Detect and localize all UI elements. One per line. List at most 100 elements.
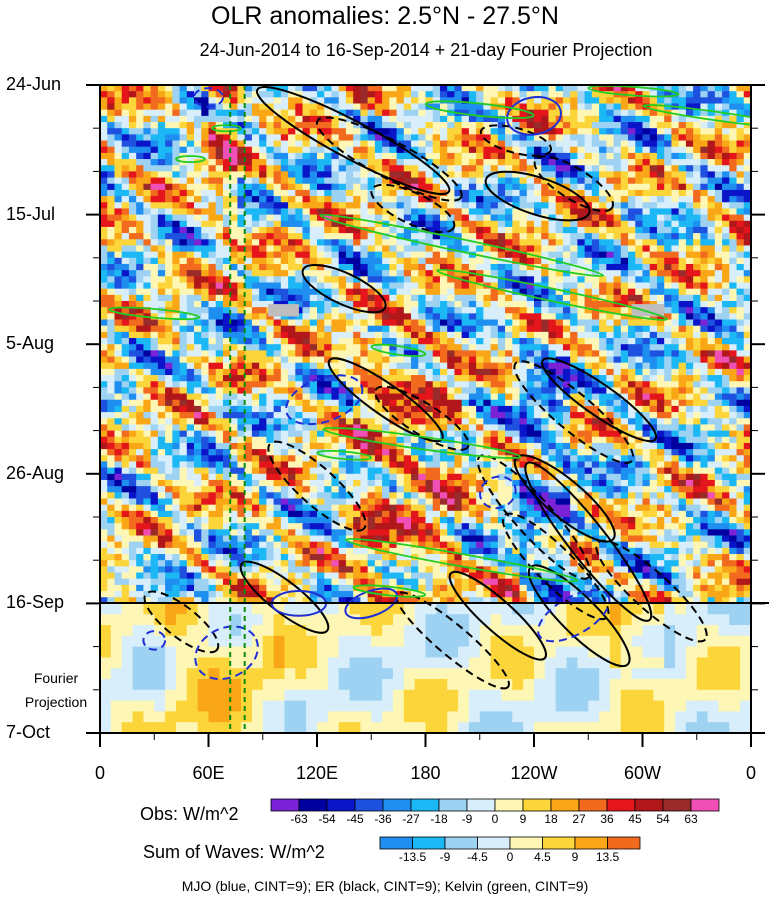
obs-cell	[288, 313, 296, 321]
obs-cell	[266, 91, 275, 98]
obs-cell	[251, 189, 260, 197]
obs-cell	[150, 356, 159, 364]
obs-cell	[244, 387, 253, 395]
obs-cell	[526, 282, 535, 290]
obs-cell	[215, 103, 224, 111]
obs-cell	[143, 319, 152, 327]
obs-cell	[396, 189, 405, 197]
obs-cell	[309, 387, 318, 395]
obs-cell	[693, 356, 701, 364]
obs-cell	[425, 276, 434, 284]
obs-cell	[194, 257, 202, 265]
obs-cell	[215, 208, 224, 216]
obs-cell	[656, 288, 665, 296]
obs-cell	[526, 91, 535, 98]
obs-cell	[136, 85, 144, 92]
obs-cell	[685, 208, 694, 216]
obs-cell	[642, 393, 651, 401]
obs-cell	[548, 331, 557, 339]
obs-cell	[121, 159, 130, 166]
obs-cell	[324, 85, 333, 92]
obs-cell	[693, 233, 701, 240]
obs-cell	[729, 325, 738, 333]
obs-cell	[230, 424, 239, 432]
obs-cell	[403, 226, 412, 234]
obs-cell	[237, 294, 246, 302]
obs-cell	[526, 270, 535, 277]
obs-cell	[620, 103, 629, 111]
obs-cell	[570, 325, 578, 333]
obs-cell	[179, 307, 188, 314]
obs-cell	[215, 97, 224, 105]
obs-cell	[642, 115, 651, 123]
obs-cell	[468, 356, 477, 364]
obs-cell	[201, 226, 210, 234]
obs-cell	[562, 393, 571, 401]
obs-cell	[172, 362, 181, 370]
obs-cell	[541, 122, 550, 129]
obs-cell	[324, 134, 333, 142]
obs-cell	[591, 393, 600, 401]
obs-cell	[215, 399, 224, 407]
obs-cell	[251, 325, 260, 333]
obs-cell	[338, 331, 347, 339]
obs-cell	[577, 331, 586, 339]
obs-cell	[237, 202, 246, 210]
obs-cell	[389, 338, 398, 345]
obs-cell	[396, 338, 405, 345]
obs-cell	[309, 325, 318, 333]
obs-cell	[649, 294, 658, 302]
obs-cell	[425, 202, 434, 210]
obs-cell	[280, 251, 289, 259]
obs-cell	[295, 177, 304, 185]
obs-cell	[389, 313, 398, 321]
obs-cell	[273, 381, 282, 388]
obs-cell	[505, 208, 513, 216]
obs-cell	[345, 233, 354, 240]
obs-cell	[425, 399, 434, 407]
obs-cell	[693, 344, 701, 351]
obs-cell	[577, 288, 586, 296]
obs-cell	[628, 115, 636, 123]
obs-cell	[179, 368, 188, 376]
obs-cell	[259, 122, 267, 129]
obs-cell	[186, 134, 195, 142]
obs-cell	[685, 159, 694, 166]
obs-cell	[613, 134, 622, 142]
obs-cell	[591, 97, 600, 105]
obs-cell	[237, 115, 246, 123]
obs-cell	[143, 257, 152, 265]
obs-cell	[396, 307, 405, 314]
obs-cell	[664, 282, 673, 290]
obs-cell	[295, 405, 304, 413]
obs-cell	[722, 251, 730, 259]
obs-cell	[454, 103, 463, 111]
obs-cell	[121, 128, 130, 135]
obs-cell	[345, 418, 354, 426]
obs-cell	[628, 183, 636, 191]
obs-cell	[172, 288, 181, 296]
obs-cell	[649, 183, 658, 191]
obs-cell	[685, 122, 694, 129]
obs-cell	[476, 301, 484, 308]
obs-cell	[606, 294, 615, 302]
obs-cell	[345, 183, 354, 191]
obs-cell	[324, 165, 333, 172]
obs-cell	[288, 344, 296, 351]
obs-cell	[678, 97, 687, 105]
obs-cell	[685, 115, 694, 123]
obs-cell	[331, 171, 340, 179]
obs-cell	[331, 103, 340, 111]
obs-cell	[136, 307, 144, 314]
obs-cell	[222, 381, 231, 388]
obs-cell	[418, 276, 427, 284]
obs-cell	[259, 344, 267, 351]
obs-cell	[707, 208, 716, 216]
obs-cell	[186, 245, 195, 253]
obs-cell	[418, 165, 427, 172]
obs-cell	[114, 405, 123, 413]
obs-cell	[555, 412, 564, 419]
obs-cell	[432, 159, 441, 166]
obs-cell	[194, 338, 202, 345]
obs-cell	[128, 331, 137, 339]
